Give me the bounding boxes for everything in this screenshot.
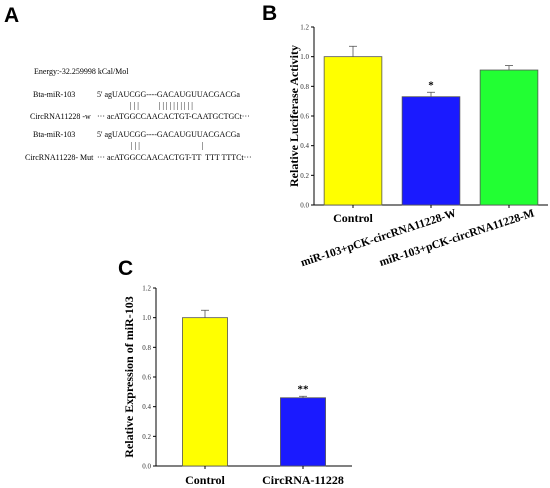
y-tick-label: 0.2	[300, 172, 309, 180]
bar	[323, 56, 383, 206]
energy-text: Energy:-32.259998 kCal/Mol	[34, 67, 129, 76]
panel-c-label: C	[118, 257, 134, 280]
y-tick-label: 0.4	[300, 142, 309, 150]
y-tick-label: 1.2	[142, 285, 151, 293]
wt-target-label: CircRNA11228 -w	[30, 112, 91, 121]
y-tick-label: 1.2	[300, 24, 309, 32]
bar	[401, 96, 461, 206]
y-tick-label: 0.2	[142, 433, 151, 441]
y-tick-label: 0.6	[300, 113, 309, 121]
y-tick-label: 1.0	[142, 314, 151, 322]
significance-mark: **	[298, 383, 310, 395]
mut-target-seq: ··· acATGGCCAACACTGT-TT TTT TTTCt···	[97, 153, 252, 162]
bar	[479, 69, 539, 206]
panel-b-label: B	[262, 2, 278, 25]
y-tick-label: 0.0	[300, 202, 309, 210]
x-tick-label: Control	[333, 211, 373, 225]
x-tick-label: CircRNA-11228	[262, 473, 344, 487]
y-tick-label: 0.8	[300, 83, 309, 91]
y-tick-label: 1.0	[300, 53, 309, 61]
sequence-alignment: Energy:-32.259998 kCal/Mol Bta-miR-103 5…	[0, 0, 260, 200]
y-tick-label: 0.4	[142, 403, 151, 411]
wt-mirna-seq: 5' agUAUCGG----GACAUGUUACGACGa	[97, 90, 240, 99]
y-tick-label: 0.8	[142, 344, 151, 352]
bar	[182, 317, 228, 467]
mut-mirna-label: Bta-miR-103	[33, 130, 76, 139]
wt-pairing-lines: | | | | | | | | | | | | |	[130, 101, 193, 110]
y-axis-title: Relative Expression of miR-103	[122, 296, 136, 457]
wt-mirna-label: Bta-miR-103	[33, 90, 76, 99]
mut-mirna-seq: 5' agUAUCGG----GACAUGUUACGACGa	[97, 130, 240, 139]
y-tick-label: 0.0	[142, 463, 151, 471]
bar	[280, 397, 326, 467]
x-tick-label: Control	[185, 473, 225, 487]
y-tick-label: 0.6	[142, 374, 151, 382]
y-axis-title: Relative Luciferase Activity	[287, 45, 301, 187]
mut-target-label: CircRNA11228- Mut	[25, 153, 94, 162]
significance-mark: *	[428, 79, 434, 91]
wt-target-seq: ··· acATGGCCAACACTGT-CAATGCTGCt···	[97, 112, 250, 121]
panel-a-label: A	[4, 4, 20, 27]
mut-pairing-lines: | | | |	[131, 141, 204, 150]
